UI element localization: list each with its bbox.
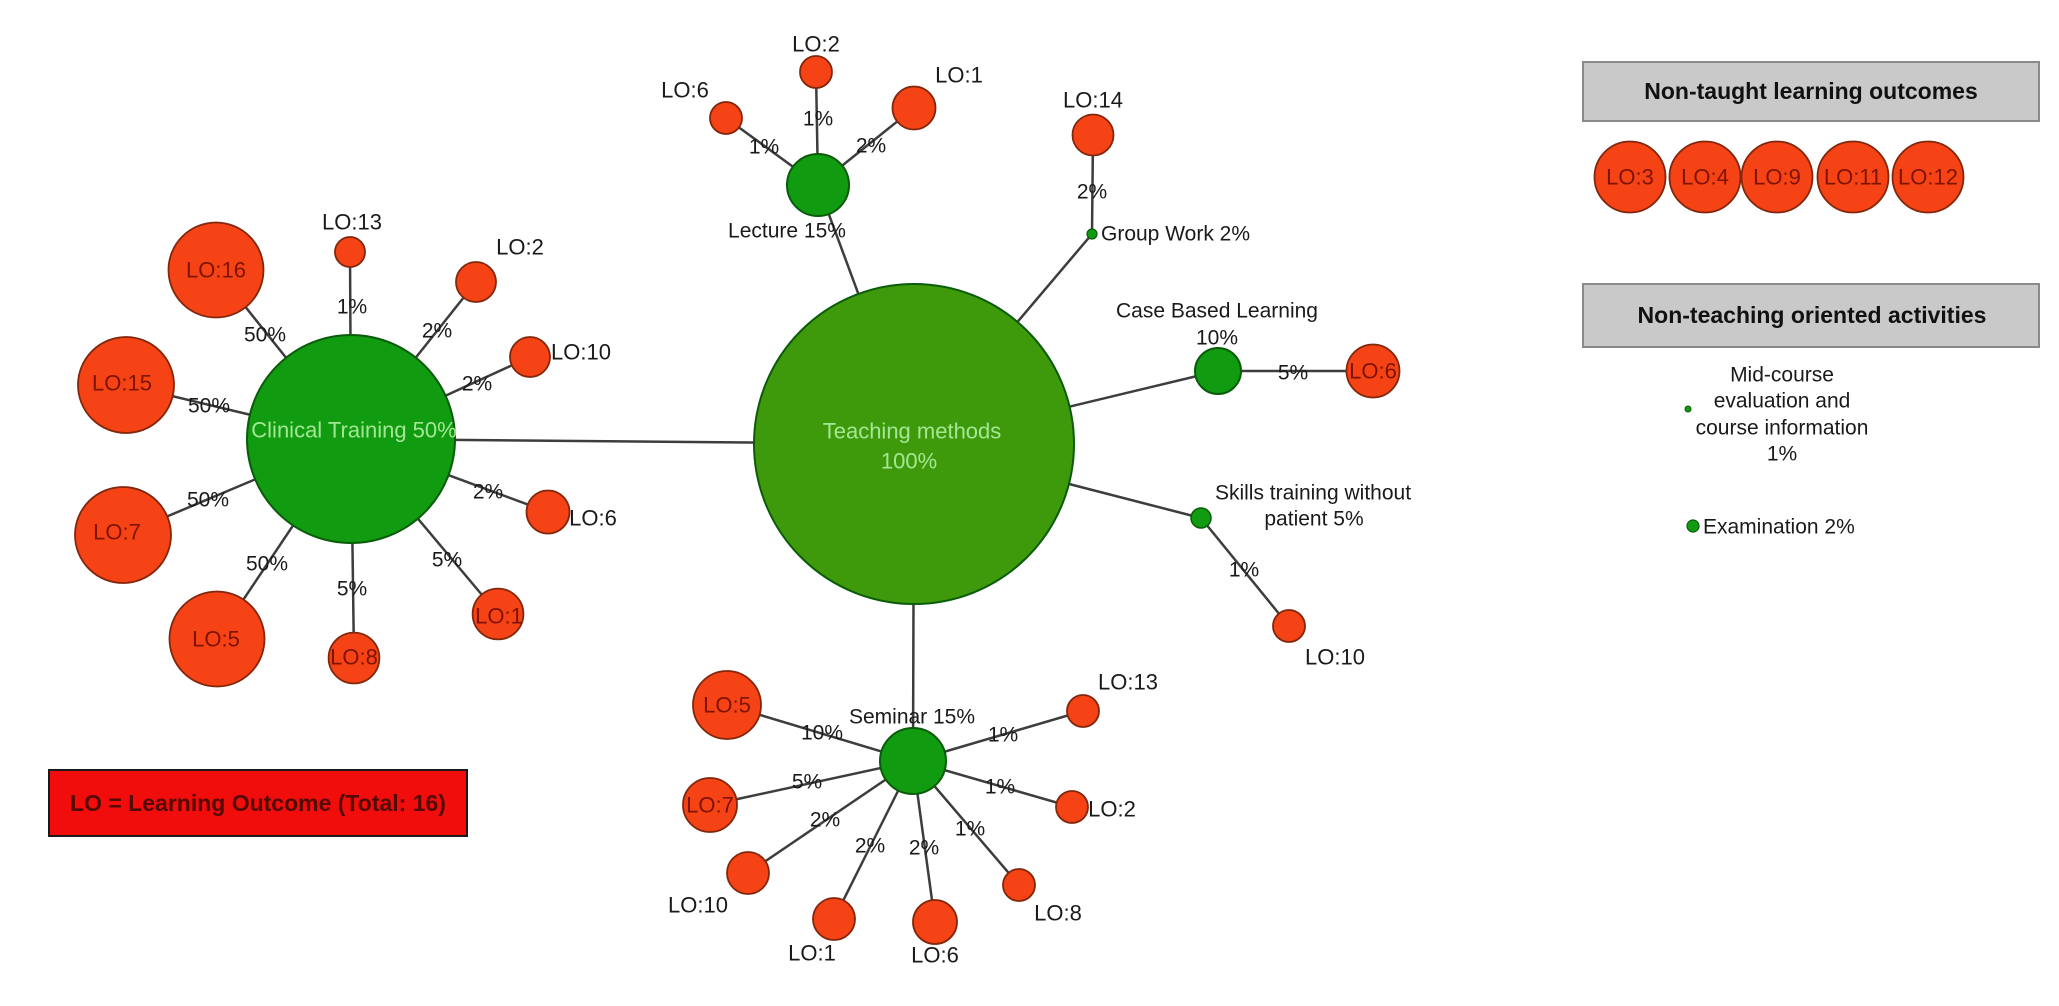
svg-text:LO:10: LO:10: [668, 893, 728, 918]
svg-text:Skills training without: Skills training without: [1215, 482, 1411, 505]
svg-text:2%: 2%: [462, 373, 492, 396]
svg-text:2%: 2%: [422, 320, 452, 343]
svg-text:5%: 5%: [792, 771, 822, 794]
svg-text:LO:2: LO:2: [1088, 797, 1136, 822]
svg-text:LO:7: LO:7: [686, 793, 734, 818]
svg-text:Teaching methods: Teaching methods: [823, 419, 1002, 444]
svg-text:Non-taught learning outcomes: Non-taught learning outcomes: [1644, 78, 1978, 104]
svg-text:LO:7: LO:7: [93, 520, 141, 545]
svg-text:LO:16: LO:16: [186, 258, 246, 283]
svg-text:1%: 1%: [955, 818, 985, 841]
svg-text:LO:5: LO:5: [192, 627, 240, 652]
svg-text:LO:6: LO:6: [1349, 359, 1397, 384]
svg-text:5%: 5%: [1278, 362, 1308, 385]
svg-text:50%: 50%: [246, 553, 288, 576]
svg-text:LO:12: LO:12: [1898, 165, 1958, 190]
svg-text:LO:10: LO:10: [551, 340, 611, 365]
svg-text:10%: 10%: [1196, 327, 1238, 350]
svg-text:2%: 2%: [1077, 181, 1107, 204]
svg-text:2%: 2%: [909, 837, 939, 860]
svg-text:Clinical Training 50%: Clinical Training 50%: [251, 418, 456, 443]
svg-text:course information: course information: [1696, 417, 1869, 440]
svg-text:LO:1: LO:1: [788, 941, 836, 966]
svg-text:1%: 1%: [337, 296, 367, 319]
svg-text:Non-teaching oriented activiti: Non-teaching oriented activities: [1638, 302, 1987, 328]
svg-text:2%: 2%: [473, 481, 503, 504]
svg-text:LO:5: LO:5: [703, 693, 751, 718]
svg-text:LO:2: LO:2: [792, 32, 840, 57]
svg-text:LO:11: LO:11: [1824, 165, 1882, 190]
svg-text:LO:6: LO:6: [911, 943, 959, 968]
svg-text:1%: 1%: [985, 776, 1015, 799]
svg-text:LO:10: LO:10: [1305, 645, 1365, 670]
svg-text:50%: 50%: [187, 489, 229, 512]
svg-text:LO:9: LO:9: [1753, 165, 1801, 190]
svg-text:50%: 50%: [188, 395, 230, 418]
svg-text:Lecture 15%: Lecture 15%: [728, 220, 846, 243]
svg-text:1%: 1%: [988, 724, 1018, 747]
svg-text:LO:1: LO:1: [475, 604, 523, 629]
svg-text:1%: 1%: [803, 108, 833, 131]
svg-text:1%: 1%: [749, 136, 779, 159]
svg-text:2%: 2%: [810, 809, 840, 832]
svg-text:LO:2: LO:2: [496, 235, 544, 260]
svg-text:LO:15: LO:15: [92, 371, 152, 396]
svg-text:5%: 5%: [432, 549, 462, 572]
svg-text:patient 5%: patient 5%: [1264, 508, 1363, 531]
svg-text:Mid-course: Mid-course: [1730, 364, 1834, 387]
svg-text:Case Based Learning: Case Based Learning: [1116, 300, 1318, 323]
svg-text:LO:8: LO:8: [330, 645, 378, 670]
svg-text:LO:14: LO:14: [1063, 88, 1123, 113]
svg-text:1%: 1%: [1229, 559, 1259, 582]
svg-text:LO:1: LO:1: [935, 63, 983, 88]
svg-text:LO:8: LO:8: [1034, 901, 1082, 926]
svg-text:10%: 10%: [801, 722, 843, 745]
svg-text:1%: 1%: [1767, 443, 1797, 466]
svg-text:Seminar 15%: Seminar 15%: [849, 706, 975, 729]
svg-text:LO:6: LO:6: [569, 506, 617, 531]
svg-text:100%: 100%: [881, 449, 937, 474]
svg-text:evaluation and: evaluation and: [1714, 390, 1851, 413]
svg-text:LO:3: LO:3: [1606, 165, 1654, 190]
svg-text:2%: 2%: [856, 135, 886, 158]
svg-text:50%: 50%: [244, 324, 286, 347]
svg-text:LO:4: LO:4: [1681, 165, 1729, 190]
svg-text:LO:6: LO:6: [661, 78, 709, 103]
svg-text:5%: 5%: [337, 578, 367, 601]
svg-text:Group Work 2%: Group Work 2%: [1101, 223, 1250, 246]
svg-text:LO:13: LO:13: [322, 210, 382, 235]
svg-text:2%: 2%: [855, 835, 885, 858]
svg-text:Examination 2%: Examination 2%: [1703, 516, 1855, 539]
svg-text:LO:13: LO:13: [1098, 670, 1158, 695]
svg-text:LO = Learning Outcome (Total:: LO = Learning Outcome (Total: 16): [70, 790, 446, 816]
